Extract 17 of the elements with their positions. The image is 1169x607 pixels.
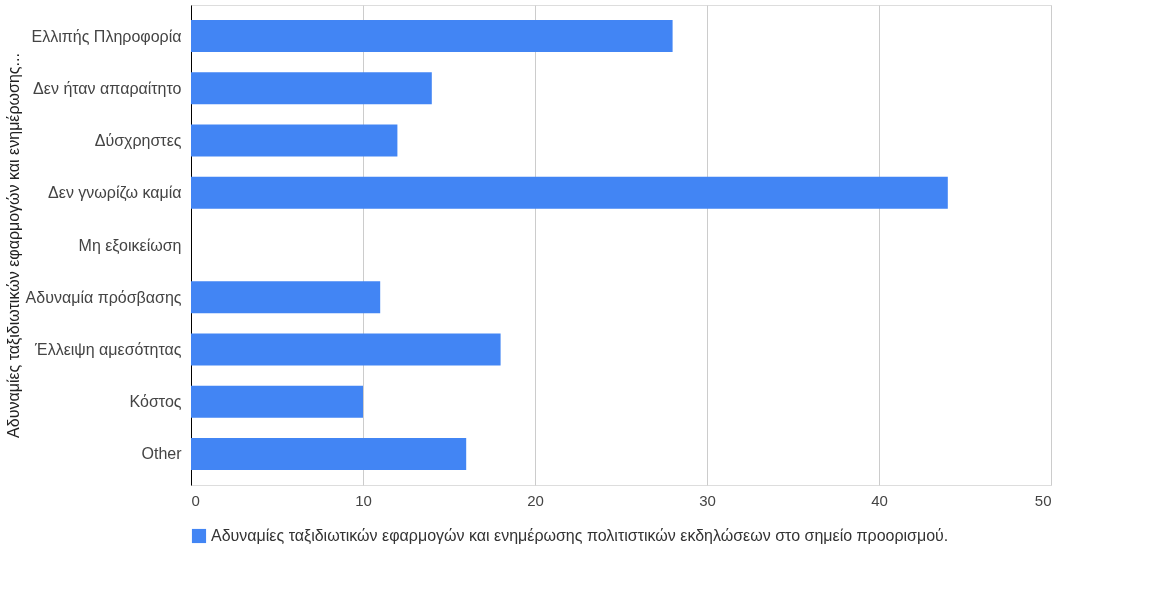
y-tick-label: Δεν ήταν απαραίτητο	[33, 79, 182, 97]
x-tick-label: 0	[191, 491, 200, 509]
y-tick-label: Μη εξοικείωση	[78, 236, 182, 255]
y-tick-label: Δύσχρηστες	[94, 132, 182, 150]
x-tick-label: 10	[355, 491, 372, 509]
x-tick-label: 50	[1034, 491, 1052, 509]
y-tick-label: Other	[141, 445, 183, 463]
y-tick-label: Αδυναμία πρόσβασης	[25, 288, 182, 306]
y-tick-label: Κόστος	[129, 393, 182, 411]
x-tick-label: 40	[871, 491, 888, 509]
x-tick-label: 30	[699, 491, 716, 509]
y-tick-label: Ελλιπής Πληροφορία	[31, 27, 182, 45]
y-tick-label: Δεν γνωρίζω καμία	[48, 184, 182, 203]
legend-label: Αδυναμίες ταξιδιωτικών εφαρμογών και ενημέρωσης πολιτιστικών εκδηλώσεων στο σημείο προορισμού.	[211, 527, 949, 545]
x-tick-label: 20	[527, 491, 544, 509]
y-axis-title: Αδυναμίες ταξιδιωτικών εφαρμογών και ενημέρωσης...	[4, 53, 23, 438]
y-tick-label: Έλλειψη αμεσότητας	[34, 340, 182, 358]
